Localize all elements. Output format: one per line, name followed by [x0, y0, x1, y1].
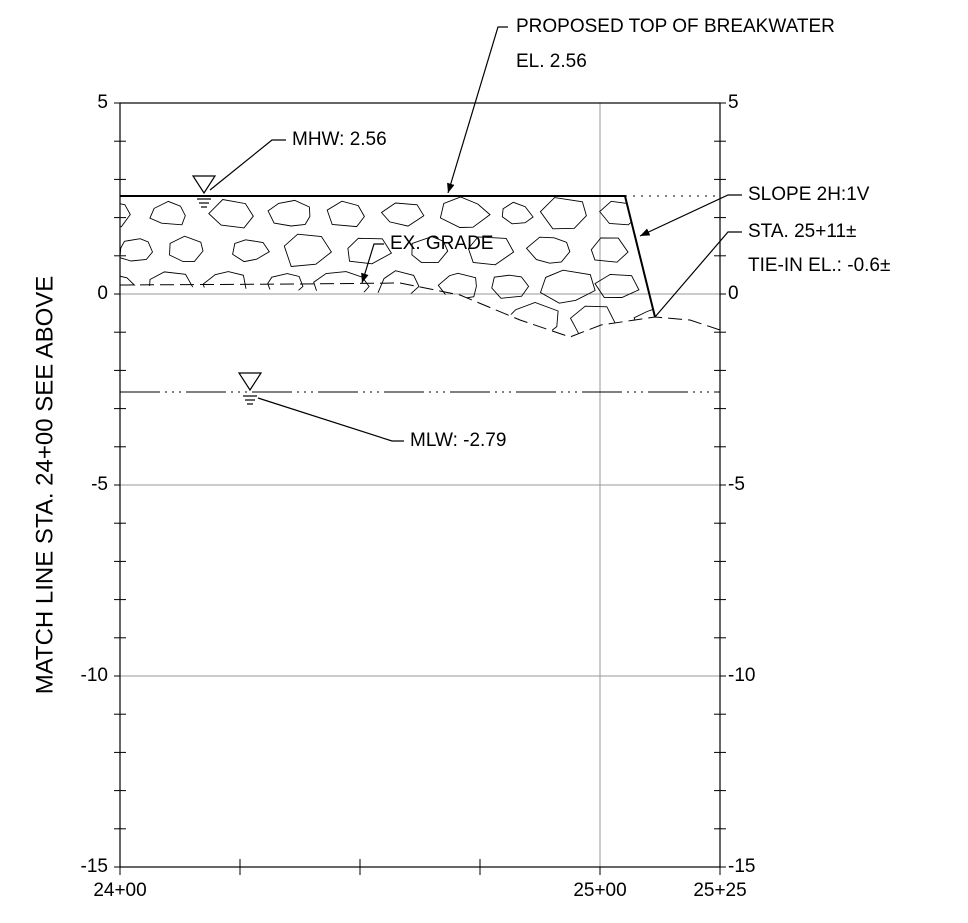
rock [232, 239, 270, 263]
rock [283, 233, 333, 267]
y-tick-label: 5 [97, 92, 108, 113]
breakwater-leader [447, 26, 508, 194]
rock [120, 309, 159, 335]
rock [633, 305, 655, 337]
mhw-label: MHW: 2.56 [292, 129, 387, 150]
rock [501, 201, 534, 225]
rock [539, 197, 587, 230]
rock [267, 199, 311, 227]
slope-leader [639, 194, 742, 237]
rock [401, 307, 441, 336]
rock [348, 311, 382, 334]
mlw-leader [257, 397, 404, 442]
rock [590, 237, 629, 263]
rock [653, 270, 655, 304]
ex-grade-leader [361, 243, 384, 284]
rock [539, 269, 596, 304]
tie-in-elevation: TIE-IN EL.: -0.6± [748, 255, 890, 276]
rock [448, 305, 501, 337]
rock [313, 271, 370, 303]
x-tick-label: 25+00 [573, 880, 626, 901]
mhw-leader [209, 139, 286, 191]
y-tick-label: -15 [81, 856, 108, 877]
rock [491, 274, 530, 299]
y-tick-label: -10 [81, 665, 108, 686]
rock [120, 200, 131, 231]
match-line-title: MATCH LINE STA. 24+00 SEE ABOVE [31, 276, 58, 695]
rock [202, 271, 247, 303]
plot-frame [119, 102, 721, 868]
rock [148, 271, 195, 300]
y-tick-label-right: -10 [728, 665, 755, 686]
rock [639, 237, 655, 263]
rock [347, 237, 393, 265]
rock [287, 303, 345, 337]
existing-grade [119, 282, 721, 338]
x-tick-label: 25+25 [693, 880, 746, 901]
rock [380, 202, 425, 227]
rock [594, 273, 640, 298]
tie-in-leader [654, 231, 742, 318]
mlw-symbol [237, 372, 263, 405]
rock [149, 200, 186, 226]
tie-in-station: STA. 25+11± [748, 221, 856, 242]
y-tick-label-right: 0 [728, 283, 739, 304]
breakwater-label: PROPOSED TOP OF BREAKWATER [516, 16, 835, 37]
y-tick-label-right: 5 [728, 92, 739, 113]
breakwater-outline [120, 195, 656, 318]
rock [569, 305, 618, 337]
y-tick-label: 0 [97, 283, 108, 304]
rock [326, 200, 365, 228]
rock [467, 236, 515, 266]
x-tick-label: 24+00 [93, 880, 146, 901]
mlw-label: MLW: -2.79 [410, 430, 506, 451]
rock [377, 270, 420, 298]
y-tick-label: -5 [91, 474, 108, 495]
rock [208, 199, 254, 229]
mhw-symbol [191, 175, 217, 208]
rock [525, 236, 571, 264]
grid [114, 102, 726, 875]
slope-label: SLOPE 2H:1V [748, 184, 870, 205]
rock [506, 302, 559, 337]
breakwater-elevation: EL. 2.56 [516, 51, 587, 72]
rock [437, 272, 477, 301]
y-tick-label-right: -5 [728, 474, 745, 495]
rock [169, 235, 204, 263]
rock [439, 196, 491, 228]
ex-grade-label: EX. GRADE [390, 233, 493, 254]
y-tick-label-right: -15 [728, 856, 755, 877]
rock [120, 238, 154, 262]
rock [173, 305, 222, 335]
rock-fill [120, 196, 655, 337]
rock [411, 236, 449, 263]
rock [230, 305, 280, 337]
